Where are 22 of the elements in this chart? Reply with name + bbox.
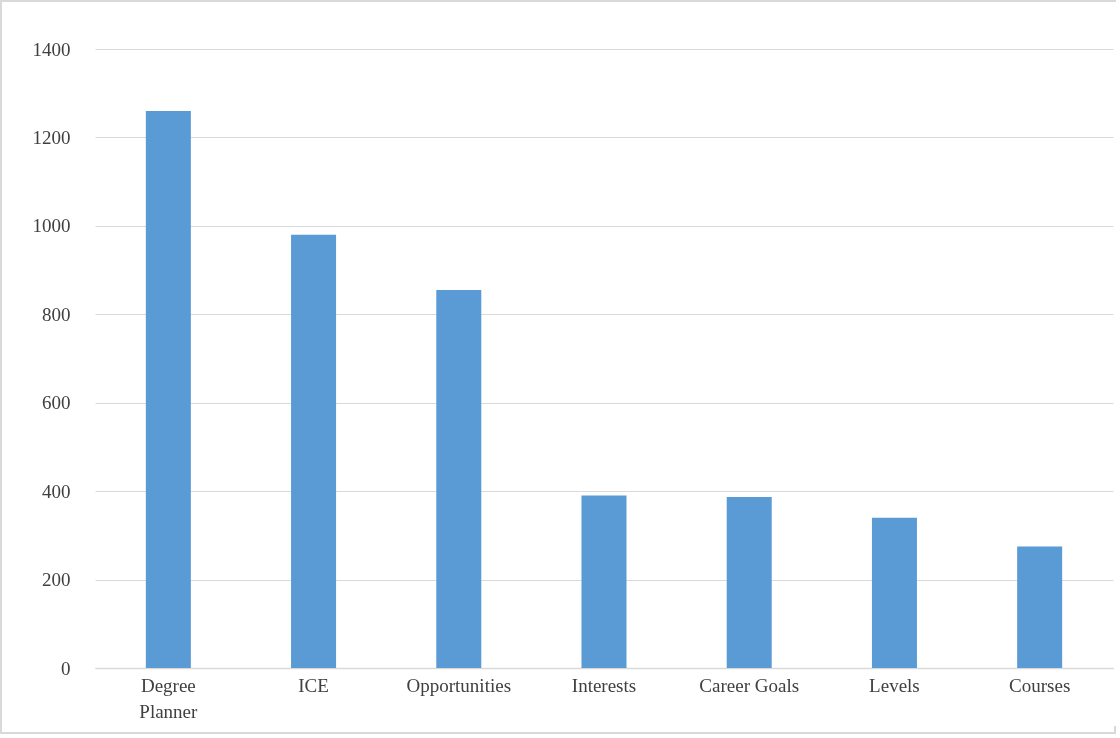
bar: [1017, 546, 1063, 668]
bar: [871, 517, 917, 668]
y-tick-label: 0: [61, 657, 71, 679]
bar: [145, 110, 191, 668]
y-tick-label: 200: [42, 569, 71, 591]
y-tick-label: 1400: [32, 38, 71, 60]
bar: [581, 495, 627, 668]
bar: [436, 289, 482, 668]
bar: [726, 496, 772, 668]
y-tick-label: 400: [42, 480, 71, 502]
x-tick-label: Courses: [1009, 674, 1071, 696]
y-tick-label: 1200: [32, 126, 71, 148]
x-tick-label: ICE: [298, 674, 329, 696]
y-tick-label: 1000: [32, 215, 71, 237]
x-tick-label: Degree Planner: [139, 674, 199, 722]
y-tick-label: 600: [42, 392, 71, 414]
x-tick-label: Interests: [571, 674, 637, 696]
bar: [291, 234, 337, 668]
x-tick-label: Levels: [869, 674, 920, 696]
x-tick-label: Opportunities: [406, 674, 512, 696]
x-tick-label: Career Goals: [699, 674, 800, 696]
y-tick-label: 800: [42, 303, 71, 325]
